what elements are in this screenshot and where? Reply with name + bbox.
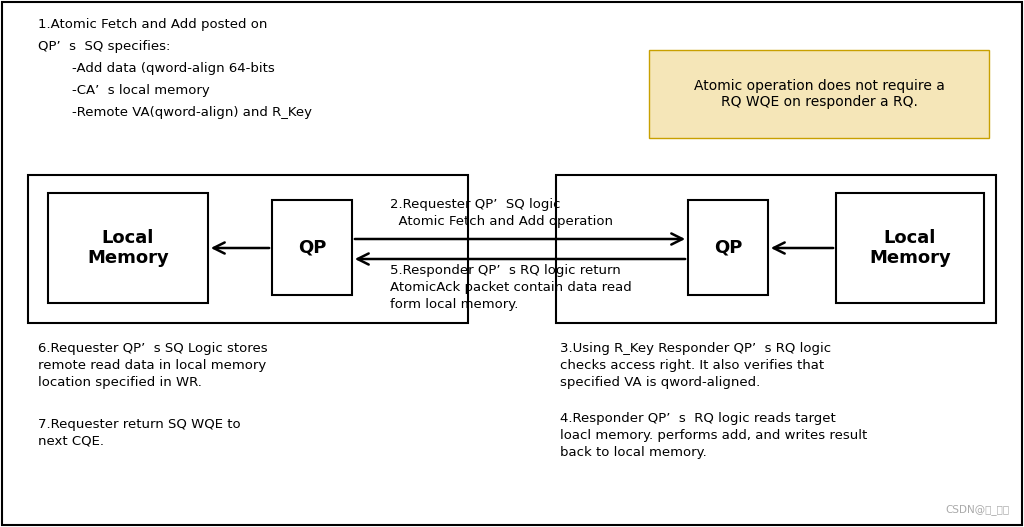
Text: 7.Requester return SQ WQE to
next CQE.: 7.Requester return SQ WQE to next CQE.	[38, 418, 241, 448]
Text: -Add data (qword-align 64-bits: -Add data (qword-align 64-bits	[38, 62, 274, 75]
Text: QP’  s  SQ specifies:: QP’ s SQ specifies:	[38, 40, 170, 53]
Text: -CA’  s local memory: -CA’ s local memory	[38, 84, 210, 97]
Bar	[272, 200, 352, 295]
Text: 5.Responder QP’  s RQ logic return
AtomicAck packet contain data read
form local: 5.Responder QP’ s RQ logic return Atomic…	[390, 264, 632, 311]
Text: 4.Responder QP’  s  RQ logic reads target
loacl memory. performs add, and writes: 4.Responder QP’ s RQ logic reads target …	[560, 412, 867, 459]
Bar	[836, 193, 984, 303]
Text: QP: QP	[714, 239, 742, 257]
Bar	[649, 50, 989, 138]
Bar	[688, 200, 768, 295]
Text: Local
Memory: Local Memory	[869, 229, 951, 267]
Bar	[28, 175, 468, 323]
Text: Atomic operation does not require a
RQ WQE on responder a RQ.: Atomic operation does not require a RQ W…	[693, 79, 944, 109]
Text: 3.Using R_Key Responder QP’  s RQ logic
checks access right. It also verifies th: 3.Using R_Key Responder QP’ s RQ logic c…	[560, 342, 831, 389]
Text: 2.Requester QP’  SQ logic
  Atomic Fetch and Add operation: 2.Requester QP’ SQ logic Atomic Fetch an…	[390, 198, 613, 228]
Text: QP: QP	[298, 239, 327, 257]
Text: Local
Memory: Local Memory	[87, 229, 169, 267]
Bar	[48, 193, 208, 303]
Text: 1.Atomic Fetch and Add posted on: 1.Atomic Fetch and Add posted on	[38, 18, 267, 31]
Bar	[556, 175, 996, 323]
Text: CSDN@王_噎噎: CSDN@王_噎噎	[946, 504, 1010, 515]
Text: 6.Requester QP’  s SQ Logic stores
remote read data in local memory
location spe: 6.Requester QP’ s SQ Logic stores remote…	[38, 342, 267, 389]
Text: -Remote VA(qword-align) and R_Key: -Remote VA(qword-align) and R_Key	[38, 106, 312, 119]
